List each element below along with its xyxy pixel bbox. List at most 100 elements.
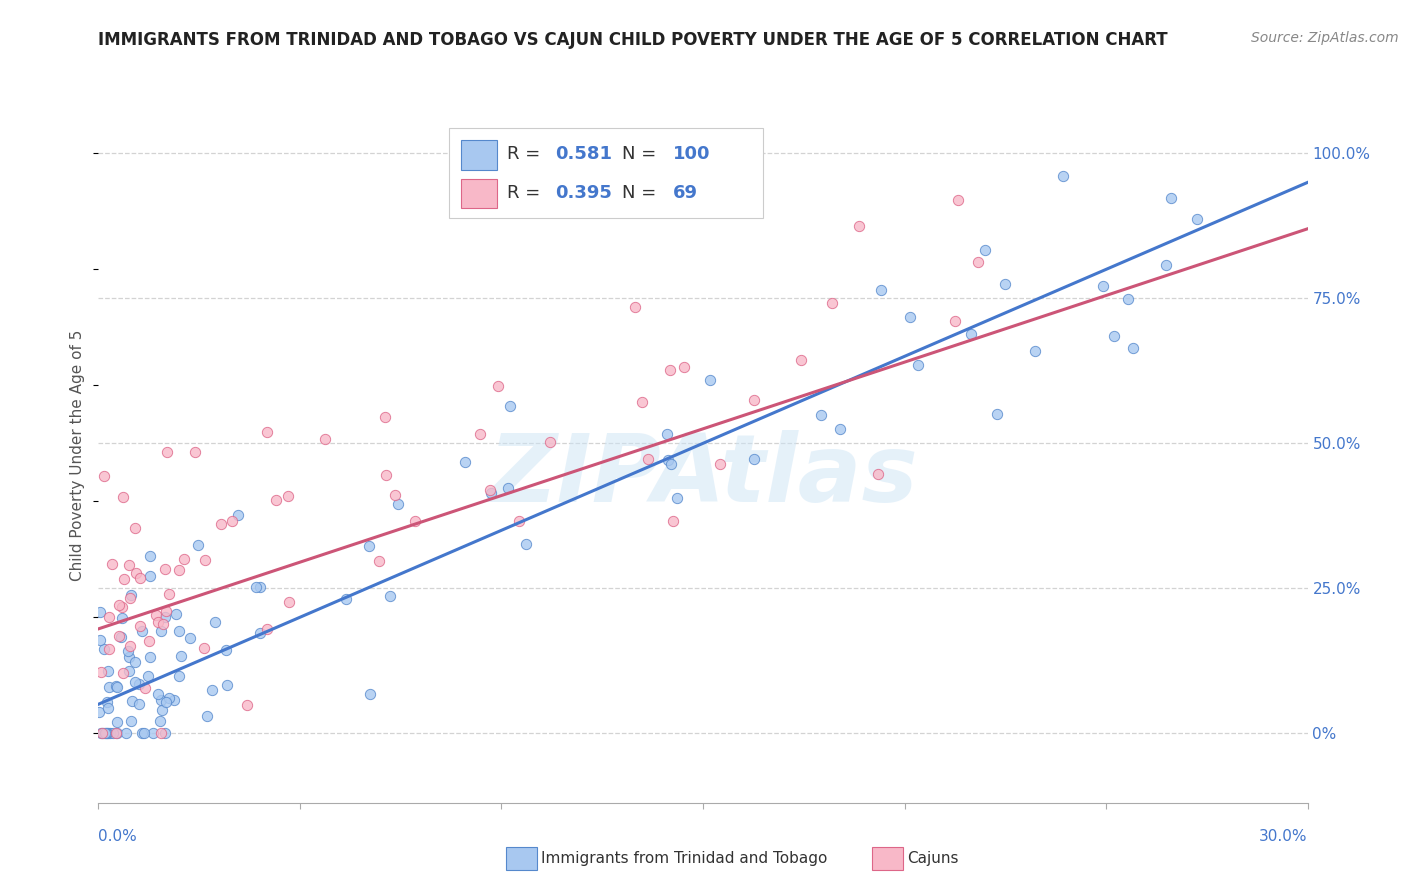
Point bbox=[89, 605, 111, 619]
Point bbox=[118, 639, 141, 653]
Point bbox=[278, 594, 301, 608]
Point bbox=[149, 624, 172, 639]
Point bbox=[946, 193, 969, 207]
Point bbox=[637, 452, 659, 467]
Point bbox=[111, 611, 134, 625]
Point bbox=[139, 549, 162, 563]
Point bbox=[94, 726, 117, 740]
Point bbox=[249, 580, 271, 594]
Point bbox=[959, 327, 981, 342]
Point bbox=[131, 624, 153, 639]
FancyBboxPatch shape bbox=[449, 128, 763, 219]
Point bbox=[498, 481, 520, 495]
Point bbox=[974, 244, 997, 258]
Point bbox=[187, 538, 209, 552]
Point bbox=[966, 255, 988, 269]
Point bbox=[907, 358, 929, 372]
Point bbox=[245, 580, 267, 594]
Point bbox=[378, 589, 401, 603]
Point bbox=[89, 633, 111, 648]
Point bbox=[672, 359, 695, 374]
Text: 100: 100 bbox=[673, 145, 710, 163]
Point bbox=[193, 640, 215, 655]
Point bbox=[145, 607, 167, 622]
Point bbox=[404, 514, 426, 528]
Point bbox=[866, 467, 889, 481]
Point bbox=[943, 314, 966, 328]
Point bbox=[898, 310, 921, 324]
Point bbox=[165, 607, 187, 621]
Point bbox=[209, 516, 232, 531]
Point bbox=[156, 445, 179, 459]
Point bbox=[828, 422, 851, 436]
Point bbox=[204, 615, 226, 629]
Point bbox=[699, 373, 721, 387]
Point bbox=[486, 379, 509, 393]
Point bbox=[508, 514, 530, 528]
Point bbox=[138, 569, 160, 583]
Point bbox=[132, 726, 155, 740]
Point bbox=[125, 566, 148, 581]
Point bbox=[128, 571, 150, 585]
Point bbox=[631, 395, 654, 409]
Point bbox=[848, 219, 870, 234]
Point bbox=[155, 604, 177, 618]
Point bbox=[1122, 342, 1144, 356]
Point bbox=[146, 615, 169, 629]
Point bbox=[249, 625, 271, 640]
Point bbox=[1116, 293, 1139, 307]
Text: R =: R = bbox=[508, 145, 546, 163]
Point bbox=[384, 488, 406, 502]
Point bbox=[479, 485, 502, 500]
Point bbox=[150, 693, 173, 707]
Point bbox=[138, 633, 160, 648]
Point bbox=[994, 277, 1017, 291]
Point bbox=[623, 300, 645, 314]
Point bbox=[1160, 191, 1182, 205]
Text: Source: ZipAtlas.com: Source: ZipAtlas.com bbox=[1251, 31, 1399, 45]
Point bbox=[105, 726, 128, 740]
Point bbox=[131, 726, 153, 740]
Point bbox=[148, 714, 170, 729]
Text: N =: N = bbox=[621, 145, 662, 163]
Point bbox=[375, 468, 398, 483]
Point bbox=[110, 630, 132, 644]
FancyBboxPatch shape bbox=[461, 178, 498, 208]
Point bbox=[742, 392, 765, 407]
Point bbox=[821, 295, 844, 310]
Point bbox=[157, 690, 180, 705]
Point bbox=[97, 664, 120, 678]
Point bbox=[93, 468, 115, 483]
Point bbox=[96, 695, 118, 709]
Point bbox=[666, 491, 689, 506]
Point bbox=[105, 714, 128, 729]
Point bbox=[657, 426, 679, 441]
Point bbox=[150, 702, 173, 716]
Point bbox=[120, 589, 142, 603]
Point bbox=[357, 539, 380, 553]
Point bbox=[117, 643, 139, 657]
Point bbox=[1024, 343, 1046, 358]
Point bbox=[134, 681, 156, 695]
Point bbox=[515, 537, 537, 551]
Point bbox=[118, 664, 141, 678]
Point bbox=[184, 445, 207, 459]
Point bbox=[226, 508, 249, 523]
Point bbox=[661, 514, 683, 528]
Point bbox=[128, 697, 150, 711]
Point bbox=[118, 591, 141, 605]
Point bbox=[373, 410, 395, 425]
Point bbox=[128, 677, 150, 691]
Point bbox=[221, 515, 243, 529]
Point bbox=[97, 726, 120, 740]
Point bbox=[153, 562, 176, 576]
Point bbox=[112, 490, 135, 504]
Point bbox=[215, 678, 238, 692]
Point bbox=[256, 425, 278, 440]
Point bbox=[157, 587, 180, 601]
Point bbox=[167, 669, 190, 683]
Text: 0.581: 0.581 bbox=[555, 145, 613, 163]
Point bbox=[96, 726, 118, 740]
Point bbox=[194, 553, 217, 567]
FancyBboxPatch shape bbox=[461, 140, 498, 169]
